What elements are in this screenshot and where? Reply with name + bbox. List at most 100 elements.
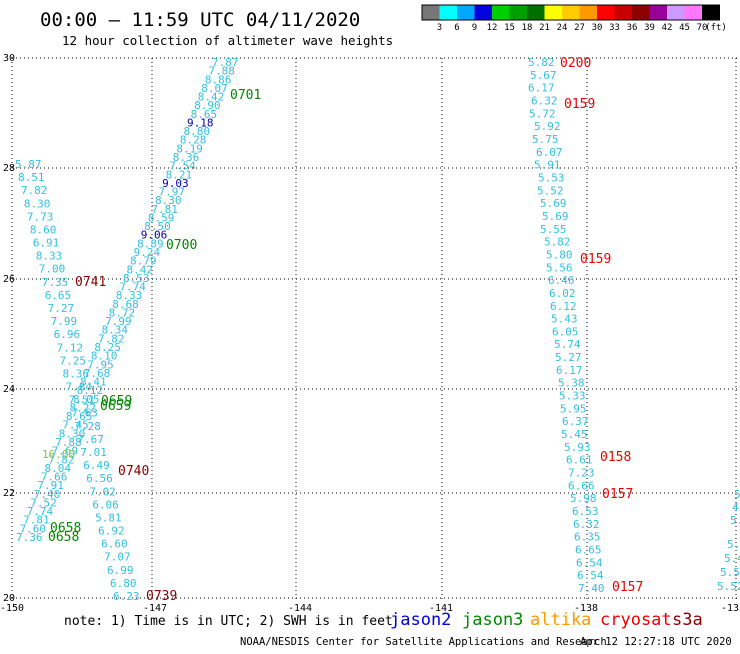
swh-value: 7.45 — [62, 419, 88, 432]
mission-legend: jason2 jason3 altika cryosat s3a — [390, 610, 703, 630]
swh-value: 7.84 — [65, 381, 92, 394]
swh-value: 6.46 — [548, 274, 575, 287]
swh-value: 8.68 — [112, 298, 139, 311]
swh-value: 6.80 — [110, 577, 137, 590]
swh-value: 6.61 — [566, 454, 593, 467]
scale-swatch — [422, 5, 440, 20]
lat-label: 22 — [3, 488, 15, 499]
swh-value: 7.81 — [151, 203, 178, 216]
swh-value: 6.12 — [550, 300, 577, 313]
swh-value: 8.65 — [66, 410, 93, 423]
swh-value: 8.42 — [198, 91, 225, 104]
swh-value: 8.53 — [123, 272, 150, 285]
swh-value: 7.91 — [37, 479, 64, 492]
scale-label: 27 — [574, 23, 585, 33]
swh-value: 6.23 — [113, 590, 140, 603]
swh-value: 7.00 — [39, 263, 66, 276]
scale-label: 24 — [557, 23, 568, 33]
swh-value: 6.32 — [531, 94, 558, 107]
swh-value: 7.02 — [89, 485, 116, 498]
swh-value: 6.56 — [86, 472, 113, 485]
swh-value: 8.50 — [144, 220, 171, 233]
time-label: 0157 — [612, 580, 643, 595]
swh-value: 6.17 — [556, 364, 583, 377]
swh-value: 7.69 — [52, 445, 79, 458]
swh-value: 6.02 — [549, 287, 576, 300]
swh-value: 5.98 — [570, 492, 597, 505]
swh-value: 7.36 — [16, 531, 43, 544]
lat-lon-grid — [11, 57, 740, 601]
swh-value: 5.52 — [717, 580, 740, 593]
swh-value: 5.72 — [529, 107, 556, 120]
page-title: 00:00 – 11:59 UTC 04/11/2020 — [40, 9, 360, 31]
time-label: 0659 — [101, 394, 132, 409]
swh-value: 6.54 — [576, 556, 603, 569]
swh-value: 6.54 — [577, 569, 604, 582]
swh-value: 8.36 — [63, 367, 90, 380]
lat-label: 30 — [3, 53, 15, 64]
swh-value: 9.03 — [162, 177, 189, 190]
time-label: 0701 — [230, 88, 261, 103]
swh-value: 8.80 — [183, 125, 210, 138]
swh-value: 7.23 — [568, 467, 595, 480]
swh-value: 8.30 — [24, 197, 50, 210]
lon-label: -144 — [288, 603, 312, 614]
swh-value: 8.86 — [205, 73, 232, 86]
swh-value: 5.82 — [528, 56, 555, 69]
swh-value: 6.99 — [107, 564, 134, 577]
swh-value: 7.81 — [23, 514, 50, 527]
color-scale: 3 6 9 12 15 18 21 24 27 30 33 36 39 42 45 70(ft) — [421, 4, 727, 33]
lon-label: -150 — [0, 603, 24, 614]
time-label: 0741 — [75, 275, 106, 290]
swh-value: 7.66 — [41, 471, 67, 484]
lon-label: -138 — [574, 603, 598, 614]
scale-label: 18 — [522, 23, 533, 33]
swh-value: 5.4 — [724, 552, 740, 565]
scale-swatch — [439, 5, 457, 20]
swh-value: 5.56 — [546, 261, 573, 274]
swh-value: 8.19 — [176, 142, 203, 155]
swh-value: 5.52 — [537, 184, 564, 197]
scale-swatch — [509, 5, 527, 20]
swh-value: 5.80 — [546, 248, 573, 261]
axis-labels: 30 28 26 24 22 20-150 -147 -144 -141 -138 -13 — [0, 53, 739, 614]
swh-value: 6.17 — [528, 82, 555, 95]
swh-value: 7.35 — [42, 276, 69, 289]
scale-swatch — [667, 5, 685, 20]
scale-border — [421, 4, 720, 21]
swh-value: 7.73 — [27, 210, 54, 223]
swh-value: 7.99 — [51, 315, 78, 328]
swh-value: 7.82 — [98, 332, 125, 345]
swh-value: 8.72 — [109, 306, 135, 319]
swh-value: 8.89 — [137, 237, 164, 250]
swh-value: 8.25 — [94, 341, 121, 354]
swh-value: 8.59 — [148, 211, 175, 224]
page-subtitle: 12 hour collection of altimeter wave hei… — [62, 33, 393, 48]
swh-value: 8.36 — [173, 151, 200, 164]
mission-s3a: s3a — [672, 610, 703, 630]
swh-value: 16.00 — [42, 448, 75, 461]
swh-value: 7.99 — [105, 315, 132, 328]
swh-value: 5.53 — [538, 171, 565, 184]
mission-jason3: jason3 — [462, 610, 523, 630]
swh-value: 8.30 — [155, 194, 182, 207]
scale-swatch — [702, 5, 720, 20]
swh-value: 5.67 — [530, 69, 557, 82]
swh-value: 9.24 — [134, 246, 161, 259]
mission-jason2: jason2 — [390, 610, 451, 630]
swh-value: 8.07 — [201, 82, 228, 95]
swh-value: 5.91 — [534, 159, 561, 172]
scale-unit: (ft) — [705, 23, 727, 33]
scale-swatch — [474, 5, 492, 20]
time-label: 0658 — [50, 521, 81, 536]
legend-note: note: 1) Time is in UTC; 2) SWH is in fe… — [64, 614, 393, 629]
swh-value: 5. — [734, 488, 740, 501]
swh-value: 7.52 — [30, 496, 57, 509]
swh-value: 6.32 — [573, 518, 600, 531]
time-label: 0740 — [118, 464, 149, 479]
scale-label: 33 — [609, 23, 620, 33]
swh-value: 8.21 — [166, 168, 193, 181]
swh-value: 7.27 — [48, 302, 75, 315]
swh-value: 7.88 — [208, 65, 235, 78]
